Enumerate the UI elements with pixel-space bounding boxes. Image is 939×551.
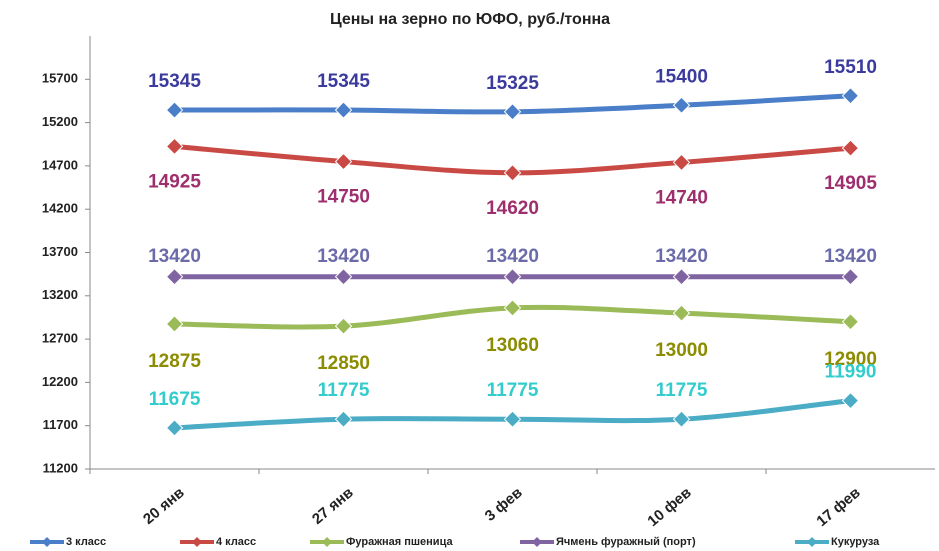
- marker: [841, 391, 860, 410]
- legend-marker: [807, 537, 817, 547]
- data-label: 14740: [655, 187, 708, 208]
- marker: [503, 164, 522, 182]
- marker: [841, 313, 860, 331]
- marker: [672, 304, 691, 322]
- marker: [672, 268, 691, 286]
- legend-marker: [322, 537, 332, 547]
- marker: [672, 96, 691, 114]
- y-tick-label: 11200: [43, 460, 78, 475]
- marker: [165, 419, 184, 437]
- x-tick-label: 20 янв: [140, 484, 188, 528]
- marker: [165, 268, 184, 286]
- y-tick-label: 12200: [42, 374, 78, 389]
- marker: [672, 153, 691, 172]
- y-tick-label: 15200: [42, 114, 78, 129]
- marker: [503, 268, 522, 286]
- marker: [165, 137, 184, 156]
- data-label: 12900: [824, 349, 877, 370]
- x-tick-label: 27 янв: [309, 484, 357, 528]
- marker: [334, 410, 353, 428]
- marker: [503, 103, 522, 121]
- y-tick-label: 14700: [42, 157, 78, 172]
- data-label: 11990: [825, 362, 877, 383]
- y-tick-label: 11700: [43, 417, 78, 432]
- marker: [841, 268, 860, 286]
- y-tick-label: 14200: [42, 201, 78, 216]
- data-label: 11775: [656, 380, 708, 401]
- marker: [503, 410, 522, 428]
- data-label: 12850: [317, 353, 370, 374]
- chart-title: Цены на зерно по ЮФО, руб./тонна: [330, 11, 610, 28]
- legend-label: 3 класс: [66, 536, 106, 548]
- data-label: 15400: [655, 66, 708, 87]
- data-label: 13420: [148, 246, 201, 267]
- legend-label: 4 класс: [216, 536, 256, 548]
- legend-label: Кукуруза: [831, 536, 880, 548]
- marker: [841, 87, 860, 105]
- legend-marker: [192, 537, 202, 547]
- y-tick-label: 13700: [42, 244, 78, 259]
- data-label: 14905: [824, 173, 877, 194]
- x-tick-label: 3 фев: [482, 484, 526, 525]
- legend-marker: [532, 537, 542, 547]
- data-label: 11775: [487, 380, 539, 401]
- legend-label: Ячмень фуражный (порт): [556, 536, 696, 548]
- y-tick-label: 15700: [42, 71, 78, 86]
- data-label: 15325: [486, 73, 539, 94]
- data-label: 14750: [317, 187, 370, 208]
- data-label: 15510: [824, 57, 877, 78]
- marker: [334, 268, 353, 286]
- legend-label: Фуражная пшеница: [346, 536, 453, 548]
- data-label: 15345: [317, 71, 370, 92]
- data-label: 11675: [149, 389, 201, 410]
- marker: [503, 299, 522, 317]
- data-label: 14620: [486, 198, 539, 219]
- marker: [165, 315, 184, 333]
- x-tick-label: 17 фев: [813, 484, 863, 530]
- marker: [334, 101, 353, 119]
- x-tick-label: 10 фев: [644, 484, 694, 530]
- marker: [334, 317, 353, 335]
- data-label: 15345: [148, 71, 201, 92]
- data-label: 13060: [486, 335, 539, 356]
- data-label: 13000: [655, 340, 708, 361]
- data-label: 13420: [486, 246, 539, 267]
- legend-marker: [42, 537, 52, 547]
- data-label: 13420: [824, 246, 877, 267]
- marker: [165, 101, 184, 119]
- y-tick-label: 13200: [42, 287, 78, 302]
- data-label: 14925: [148, 171, 201, 192]
- data-label: 13420: [317, 246, 370, 267]
- data-label: 12875: [148, 351, 201, 372]
- y-tick-label: 12700: [42, 331, 78, 346]
- marker: [672, 410, 691, 428]
- marker: [841, 139, 860, 157]
- data-label: 11775: [318, 380, 370, 401]
- marker: [334, 152, 353, 171]
- data-label: 13420: [655, 246, 708, 267]
